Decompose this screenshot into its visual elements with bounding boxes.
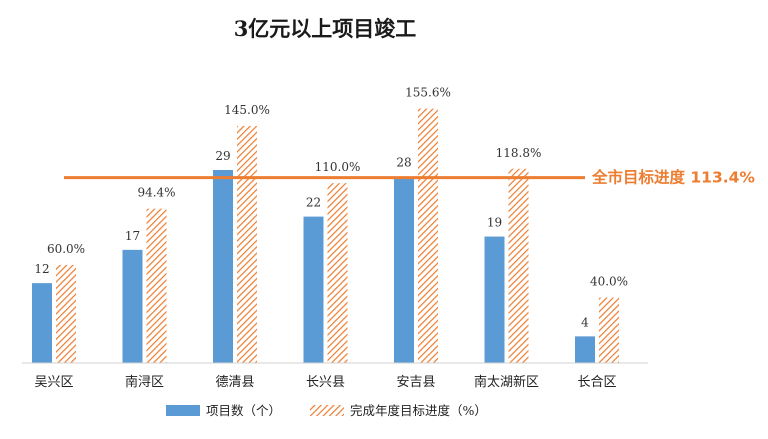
bar-progress-0 (56, 264, 76, 363)
bar-count-1 (122, 249, 143, 363)
category-label-3: 长兴县 (306, 375, 345, 390)
legend-label-count: 项目数（个） (206, 403, 281, 418)
data-label-count-1: 17 (125, 229, 140, 243)
target-reference-label: 全市目标进度 113.4% (591, 168, 755, 187)
data-label-progress-0: 60.0% (47, 242, 85, 256)
bar-count-5 (484, 236, 505, 363)
category-label-4: 安吉县 (396, 375, 435, 390)
data-label-progress-2: 145.0% (224, 103, 270, 117)
bar-progress-2 (237, 125, 257, 363)
data-label-progress-6: 40.0% (590, 275, 628, 289)
bars-layer: 12 60.0% 17 94.4% 29 145.0% 22 110.0% 28 155.6% 19… (32, 86, 628, 364)
bar-count-3 (303, 216, 324, 363)
data-label-progress-3: 110.0% (315, 160, 361, 174)
data-label-count-3: 22 (306, 196, 321, 210)
bar-progress-3 (327, 183, 348, 363)
bar-progress-1 (146, 208, 167, 363)
chart-title: 3亿元以上项目竣工 (234, 16, 417, 41)
bar-progress-6 (599, 297, 619, 363)
bar-count-4 (394, 176, 414, 363)
category-label-5: 南太湖新区 (474, 374, 539, 390)
data-label-count-6: 4 (581, 315, 589, 329)
category-labels: 吴兴区 南浔区 德清县 长兴县 安吉县 南太湖新区 长合区 (34, 374, 616, 390)
bar-count-0 (32, 283, 52, 363)
legend-label-progress: 完成年度目标进度（%） (350, 403, 487, 418)
legend-swatch-count (166, 405, 200, 416)
bar-progress-5 (508, 168, 529, 363)
data-label-count-4: 28 (396, 156, 411, 170)
bar-progress-4 (418, 108, 438, 364)
bar-count-6 (575, 336, 595, 363)
data-label-progress-1: 94.4% (137, 186, 175, 200)
legend-swatch-progress (310, 405, 344, 416)
data-label-progress-4: 155.6% (405, 86, 451, 100)
category-label-1: 南浔区 (125, 374, 164, 390)
category-label-0: 吴兴区 (34, 375, 73, 390)
data-label-count-2: 29 (215, 149, 230, 163)
bar-count-2 (213, 170, 233, 363)
data-label-count-5: 19 (487, 216, 502, 230)
legend: 项目数（个） 完成年度目标进度（%） (166, 403, 487, 418)
category-label-6: 长合区 (577, 375, 616, 390)
data-label-count-0: 12 (34, 262, 49, 276)
data-label-progress-5: 118.8% (496, 146, 542, 160)
category-label-2: 德清县 (215, 375, 254, 390)
